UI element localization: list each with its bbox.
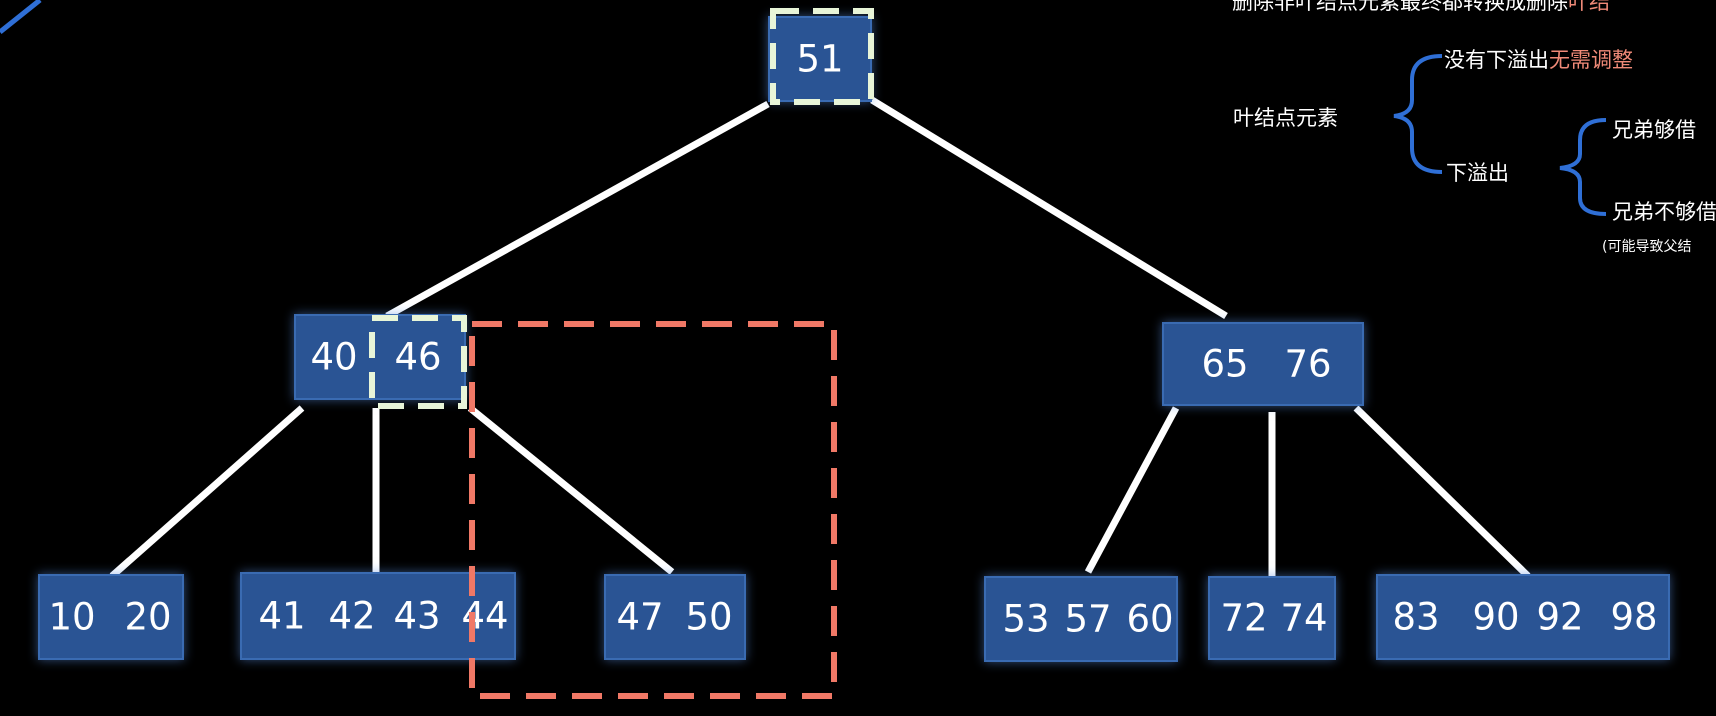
sibling-enough-label: 兄弟够借 xyxy=(1612,118,1696,142)
leaf-key: 72 xyxy=(1220,596,1268,640)
no-underflow-label: 没有下溢出无需调整 xyxy=(1444,48,1633,72)
root-key-51: 51 xyxy=(796,37,844,81)
right-key-65: 65 xyxy=(1201,342,1249,386)
right-key-76: 76 xyxy=(1284,342,1332,386)
leaf-key: 53 xyxy=(1002,597,1050,641)
root-key-highlight xyxy=(770,8,874,105)
key-46-highlight xyxy=(369,315,467,409)
top-clipped-note: 删除非叶结点元素最终都转换成删除叶结 xyxy=(1232,0,1610,14)
right-internal-node: 65 76 xyxy=(1162,322,1364,406)
leaf-key: 47 xyxy=(616,595,664,639)
leaf-key: 74 xyxy=(1280,596,1328,640)
leaf-element-label: 叶结点元素 xyxy=(1233,106,1338,130)
brace-leaf-element xyxy=(1393,54,1443,174)
leaf-key: 90 xyxy=(1472,595,1520,639)
leaf-key: 42 xyxy=(328,594,376,638)
leaf-key: 43 xyxy=(393,594,441,638)
sibling-not-enough-label: 兄弟不够借 xyxy=(1612,200,1716,224)
edge-left-leaf3 xyxy=(467,405,675,575)
leaf-node-5: 72 74 xyxy=(1208,576,1336,660)
underflow-label: 下溢出 xyxy=(1446,161,1509,185)
leaf-key: 57 xyxy=(1064,597,1112,641)
leaf-node-3: 47 50 xyxy=(604,574,746,660)
left-key-46: 46 xyxy=(394,335,442,379)
subtree-highlight-box xyxy=(469,321,837,699)
leaf-key: 60 xyxy=(1126,597,1174,641)
leaf-node-1: 10 20 xyxy=(38,574,184,660)
leaf-key: 92 xyxy=(1536,595,1584,639)
edge-right-leaf6 xyxy=(1353,405,1531,579)
left-internal-node: 40 46 xyxy=(294,314,466,400)
leaf-key: 83 xyxy=(1392,595,1440,639)
edge-right-leaf4 xyxy=(1084,406,1180,574)
leaf-key: 98 xyxy=(1610,595,1658,639)
leaf-key: 50 xyxy=(685,595,733,639)
may-cause-note: (可能导致父结 xyxy=(1602,239,1692,255)
leaf-node-6: 83 90 92 98 xyxy=(1376,574,1670,660)
leaf-node-4: 53 57 60 xyxy=(984,576,1178,662)
edge-root-right xyxy=(870,97,1228,319)
leaf-key: 41 xyxy=(258,594,306,638)
corner-stroke xyxy=(0,0,42,34)
leaf-key: 20 xyxy=(124,595,172,639)
left-key-40: 40 xyxy=(310,335,358,379)
brace-underflow xyxy=(1559,118,1607,216)
edge-left-leaf1 xyxy=(109,405,305,579)
edge-root-left xyxy=(385,100,770,320)
leaf-key: 10 xyxy=(48,595,96,639)
